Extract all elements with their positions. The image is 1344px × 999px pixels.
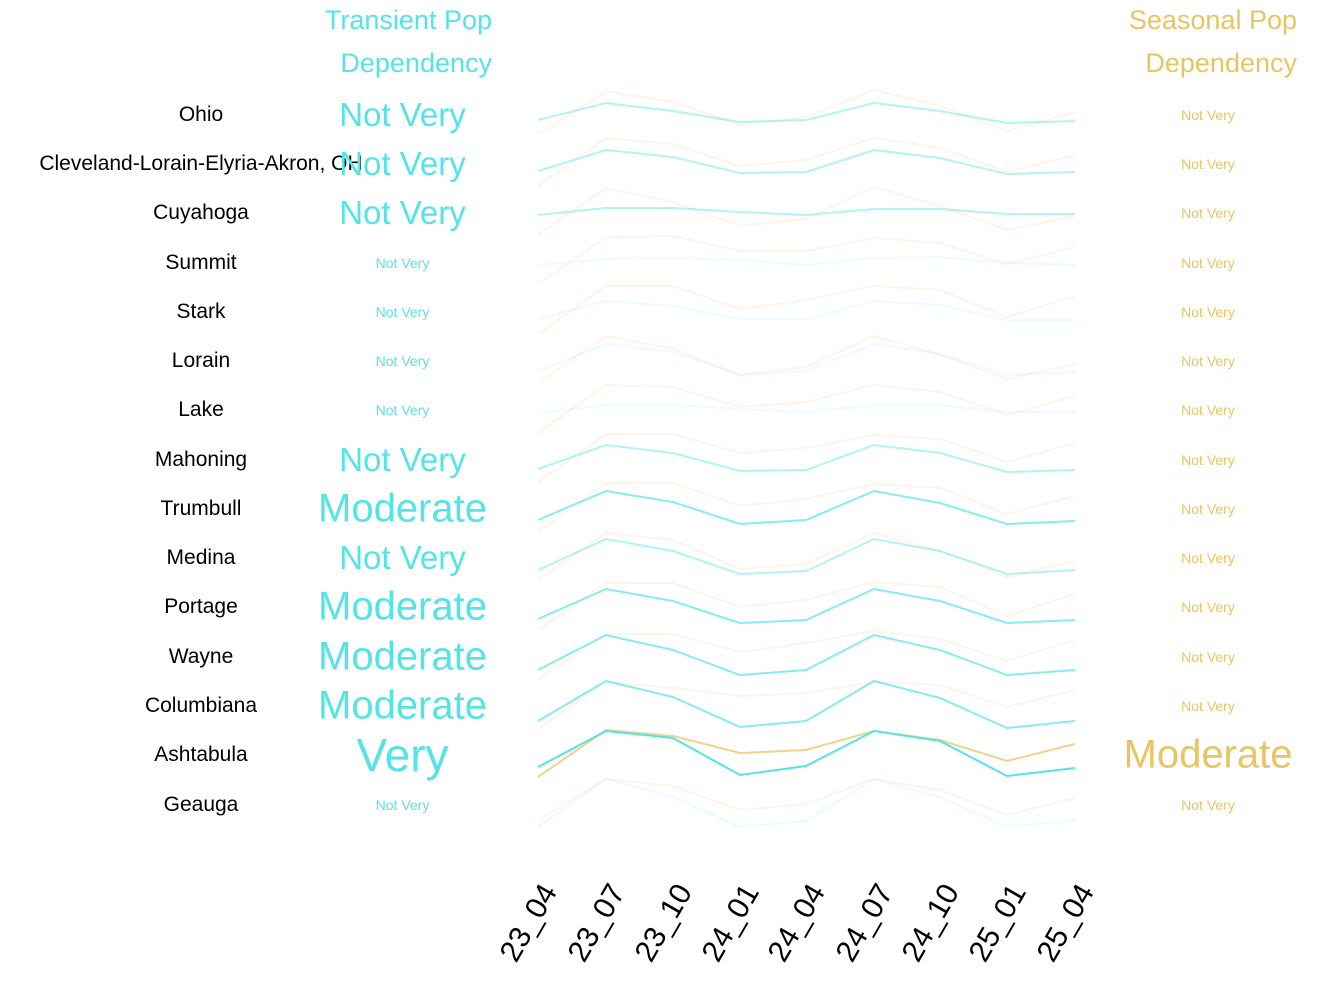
transient-dependency-label: Moderate [250, 635, 555, 680]
transient-dependency-label: Not Very [250, 255, 555, 271]
seasonal-sparkline [538, 582, 1075, 630]
transient-sparkline [538, 344, 1075, 375]
seasonal-sparkline [538, 385, 1075, 433]
transient-sparkline [538, 103, 1075, 123]
seasonal-dependency-label: Not Very [1058, 452, 1344, 468]
seasonal-dependency-label: Not Very [1058, 797, 1344, 813]
seasonal-dependency-label: Not Very [1058, 255, 1344, 271]
transient-dependency-label: Not Very [250, 402, 555, 418]
transient-dependency-label: Not Very [250, 194, 555, 232]
seasonal-dependency-label: Not Very [1058, 599, 1344, 615]
seasonal-dependency-label: Not Very [1058, 304, 1344, 320]
seasonal-dependency-label: Moderate [1058, 733, 1344, 778]
transient-dependency-label: Moderate [250, 585, 555, 630]
seasonal-sparkline [538, 90, 1075, 135]
transient-sparkline [538, 208, 1075, 215]
transient-dependency-label: Not Very [250, 145, 555, 183]
seasonal-sparkline [538, 483, 1075, 532]
transient-sparkline [538, 589, 1075, 623]
seasonal-dependency-label: Not Very [1058, 501, 1344, 517]
transient-sparkline [538, 405, 1075, 413]
seasonal-dependency-label: Not Very [1058, 698, 1344, 714]
transient-sparkline [538, 539, 1075, 574]
seasonal-sparkline [538, 336, 1075, 383]
seasonal-dependency-label: Not Very [1058, 353, 1344, 369]
transient-dependency-label: Moderate [250, 684, 555, 729]
transient-sparkline [538, 731, 1075, 776]
transient-sparkline [538, 257, 1075, 265]
transient-sparkline [538, 301, 1075, 320]
transient-dependency-label: Not Very [250, 96, 555, 134]
transient-dependency-label: Not Very [250, 353, 555, 369]
transient-dependency-label: Moderate [250, 487, 555, 532]
seasonal-sparkline [538, 434, 1075, 482]
transient-dependency-label: Very [250, 728, 555, 782]
transient-dependency-label: Not Very [250, 304, 555, 320]
seasonal-sparkline [538, 187, 1075, 235]
transient-sparkline [538, 150, 1075, 174]
seasonal-dependency-label: Not Very [1058, 156, 1344, 172]
transient-sparkline [538, 681, 1075, 728]
seasonal-dependency-label: Not Very [1058, 402, 1344, 418]
seasonal-dependency-label: Not Very [1058, 205, 1344, 221]
seasonal-dependency-label: Not Very [1058, 649, 1344, 665]
transient-dependency-label: Not Very [250, 797, 555, 813]
transient-sparkline [538, 635, 1075, 675]
seasonal-sparkline [538, 138, 1075, 186]
seasonal-sparkline [538, 286, 1075, 334]
seasonal-sparkline [538, 236, 1075, 284]
seasonal-sparkline [538, 533, 1075, 580]
transient-dependency-label: Not Very [250, 539, 555, 577]
transient-sparkline [538, 491, 1075, 524]
seasonal-dependency-label: Not Very [1058, 550, 1344, 566]
seasonal-dependency-label: Not Very [1058, 107, 1344, 123]
transient-dependency-label: Not Very [250, 441, 555, 479]
